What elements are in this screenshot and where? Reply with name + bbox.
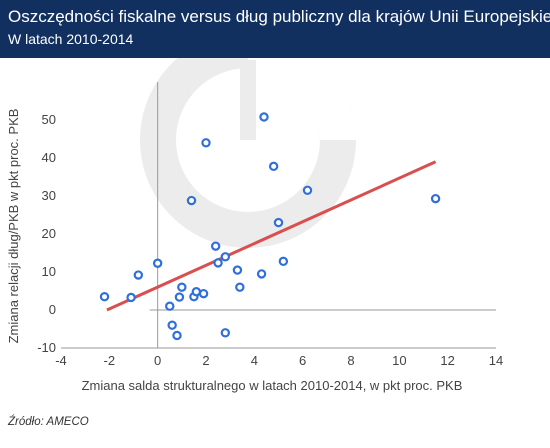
data-point <box>177 282 187 292</box>
y-tick-label: 20 <box>42 226 56 241</box>
y-tick-label: -10 <box>37 340 56 355</box>
y-tick-label: 0 <box>49 302 56 317</box>
y-axis-label: Zmiana relacji dług/PKB w pkt proc. PKB <box>6 109 21 344</box>
x-tick-label: -2 <box>104 353 116 368</box>
y-tick-label: 30 <box>42 188 56 203</box>
data-point <box>273 217 284 228</box>
data-point <box>268 161 279 172</box>
data-points <box>99 112 441 341</box>
data-point <box>198 288 209 299</box>
data-point <box>152 258 163 268</box>
axes <box>61 82 496 349</box>
data-point <box>235 282 245 292</box>
x-tick-label: 6 <box>299 353 306 368</box>
data-point <box>256 269 267 279</box>
trend-line <box>106 160 437 312</box>
source-note: Źródło: AMECO <box>8 416 89 428</box>
y-tick-label: 10 <box>42 264 56 279</box>
data-point <box>191 287 202 297</box>
data-point <box>220 252 231 262</box>
y-tick-label: 40 <box>42 150 56 165</box>
data-point <box>220 328 231 338</box>
data-point <box>167 320 177 330</box>
x-tick-label: 2 <box>202 353 209 368</box>
data-point <box>126 292 136 303</box>
tick-labels: -4 -2 0 2 4 6 8 10 12 14 -10 0 10 20 30 40 50 <box>37 112 503 368</box>
x-axis-label: Zmiana salda strukturalnego w latach 201… <box>82 378 463 393</box>
data-point <box>259 112 269 122</box>
data-point <box>165 301 175 311</box>
x-tick-label: 4 <box>251 353 258 368</box>
x-tick-label: -4 <box>55 353 67 368</box>
chart-title: Oszczędności fiskalne versus dług public… <box>8 7 550 26</box>
chart-subtitle: W latach 2010-2014 <box>8 31 134 47</box>
data-point <box>232 265 243 275</box>
data-point <box>302 185 313 195</box>
data-point <box>430 193 441 204</box>
x-tick-label: 0 <box>154 353 161 368</box>
data-point <box>186 195 197 206</box>
data-point <box>201 138 211 148</box>
data-point <box>99 292 110 302</box>
header: Oszczędności fiskalne versus dług public… <box>0 0 550 58</box>
x-tick-label: 8 <box>347 353 354 368</box>
data-point <box>172 330 182 341</box>
x-tick-label: 12 <box>440 353 454 368</box>
data-point <box>133 270 144 280</box>
x-tick-label: 10 <box>392 353 406 368</box>
data-point <box>278 256 289 267</box>
data-point <box>210 241 221 251</box>
data-point <box>174 292 185 302</box>
watermark-logo <box>140 58 356 248</box>
y-tick-label: 50 <box>42 112 56 127</box>
x-tick-label: 14 <box>489 353 503 368</box>
scatter-chart: -4 -2 0 2 4 6 8 10 12 14 -10 0 10 20 30 40 50 Zmiana sal… <box>6 58 503 393</box>
data-point <box>213 258 223 268</box>
